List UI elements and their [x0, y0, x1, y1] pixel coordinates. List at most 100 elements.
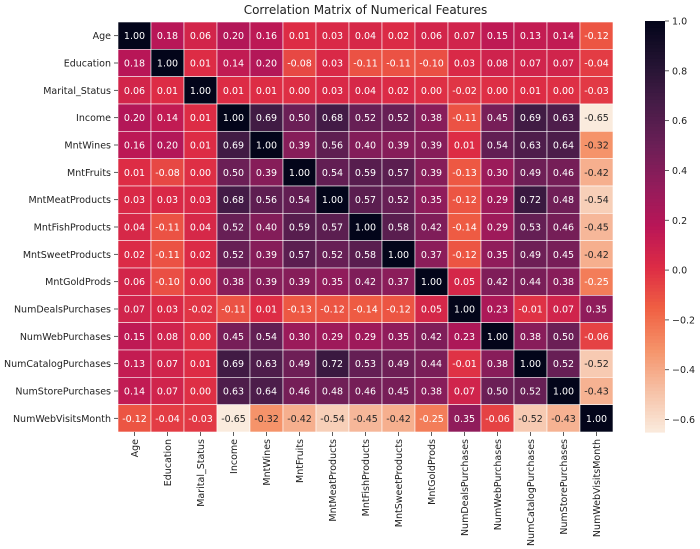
colorbar-segment [645, 34, 665, 39]
heatmap-cell [513, 185, 548, 214]
heatmap-cell [348, 76, 383, 105]
heatmap-cell [249, 21, 284, 50]
heatmap-cell [480, 295, 515, 323]
heatmap-cell [117, 404, 152, 433]
cell-annotation: 0.03 [157, 195, 178, 206]
cell-annotation: 0.03 [157, 305, 178, 316]
cell-annotation: 0.01 [190, 59, 211, 70]
colorbar-segment [645, 120, 665, 125]
cell-annotation: -0.02 [188, 305, 213, 316]
heatmap-cell [381, 322, 416, 351]
cell-annotation: 0.07 [520, 59, 541, 70]
cell-annotation: 0.00 [289, 86, 310, 97]
cell-annotation: 0.07 [454, 31, 475, 42]
cell-annotation: 0.38 [487, 359, 508, 370]
cell-annotation: -0.45 [353, 414, 378, 425]
heatmap-cell [381, 213, 416, 241]
cell-annotation: -0.12 [452, 250, 477, 261]
cell-annotation: -0.54 [320, 414, 345, 425]
cell-annotation: 0.37 [388, 277, 409, 288]
colorbar-segment [645, 342, 665, 347]
cell-annotation: 0.04 [190, 223, 211, 234]
cell-annotation: 0.08 [487, 59, 508, 70]
cell-annotation: 0.01 [520, 86, 541, 97]
heatmap-cell [513, 322, 548, 351]
heatmap-cell [348, 213, 383, 241]
cell-annotation: 1.00 [454, 305, 475, 316]
heatmap-cell [414, 295, 449, 323]
colorbar-segment [645, 226, 665, 231]
y-tick-label: MntGoldProds [45, 277, 111, 288]
cell-annotation: 1.00 [157, 59, 178, 70]
colorbar-segment [645, 192, 665, 197]
heatmap-cell [414, 49, 449, 77]
heatmap-cell [546, 158, 581, 187]
cell-annotation: -0.08 [287, 59, 312, 70]
cell-annotation: 0.68 [322, 113, 343, 124]
cell-annotation: 0.42 [421, 223, 442, 234]
heatmap-cell [513, 21, 548, 50]
heatmap-cell [546, 404, 581, 433]
heatmap-cell [348, 377, 383, 405]
cell-annotation: -0.54 [584, 195, 609, 206]
y-tick-label: Marital_Status [43, 86, 111, 97]
cell-annotation: 0.68 [223, 195, 244, 206]
cell-annotation: 0.14 [124, 387, 145, 398]
cell-annotation: 0.45 [553, 250, 574, 261]
heatmap-cell [315, 322, 350, 351]
heatmap-cell [414, 377, 449, 405]
cell-annotation: 0.52 [223, 250, 244, 261]
colorbar-segment [645, 116, 665, 121]
cell-annotation: 0.03 [322, 31, 343, 42]
cell-annotation: -0.11 [155, 223, 180, 234]
colorbar-segment [645, 219, 665, 224]
cell-annotation: 0.06 [124, 86, 145, 97]
colorbar-tick-label: 0.6 [672, 116, 687, 127]
heatmap-cell [513, 267, 548, 296]
colorbar-segment [645, 223, 665, 228]
colorbar-segment [645, 41, 665, 46]
colorbar-segment [645, 123, 665, 128]
x-tick-label: Age [130, 439, 141, 458]
cell-annotation: 1.00 [586, 414, 607, 425]
cell-annotation: 0.08 [157, 332, 178, 343]
cell-annotation: 0.46 [289, 387, 310, 398]
cell-annotation: 0.57 [322, 223, 343, 234]
cell-annotation: -0.08 [155, 168, 180, 179]
heatmap-cell [381, 267, 416, 296]
colorbar-segment [645, 51, 665, 56]
colorbar-segment [645, 147, 665, 152]
colorbar-segment [645, 68, 665, 73]
heatmap-cell [282, 21, 317, 50]
cell-annotation: -0.02 [452, 86, 477, 97]
heatmap-cell [183, 349, 218, 378]
colorbar-segment [645, 281, 665, 286]
cell-annotation: 0.16 [124, 141, 145, 152]
heatmap-cell [480, 240, 515, 269]
colorbar-tick-label: 1.0 [672, 17, 687, 28]
cell-annotation: -0.43 [551, 414, 576, 425]
heatmap-cell [546, 21, 581, 50]
colorbar-segment [645, 336, 665, 341]
cell-annotation: 0.13 [124, 359, 145, 370]
cell-annotation: 0.01 [223, 86, 244, 97]
heatmap-cell [117, 322, 152, 351]
colorbar-segment [645, 134, 665, 139]
cell-annotation: 0.63 [256, 359, 277, 370]
cell-annotation: 0.20 [223, 31, 244, 42]
cell-annotation: 1.00 [322, 195, 343, 206]
colorbar-segment [645, 291, 665, 296]
colorbar-segment [645, 373, 665, 378]
cell-annotation: 1.00 [289, 168, 310, 179]
cell-annotation: 0.01 [190, 141, 211, 152]
heatmap-cell [150, 240, 185, 269]
colorbar-segment [645, 277, 665, 282]
colorbar-segment [645, 195, 665, 200]
heatmap-cell [348, 349, 383, 378]
heatmap-cell [183, 267, 218, 296]
cell-annotation: 0.00 [190, 277, 211, 288]
x-tick-label: Education [163, 439, 174, 486]
heatmap-cell [546, 349, 581, 378]
cell-annotation: 0.15 [487, 31, 508, 42]
heatmap-cell [546, 240, 581, 269]
